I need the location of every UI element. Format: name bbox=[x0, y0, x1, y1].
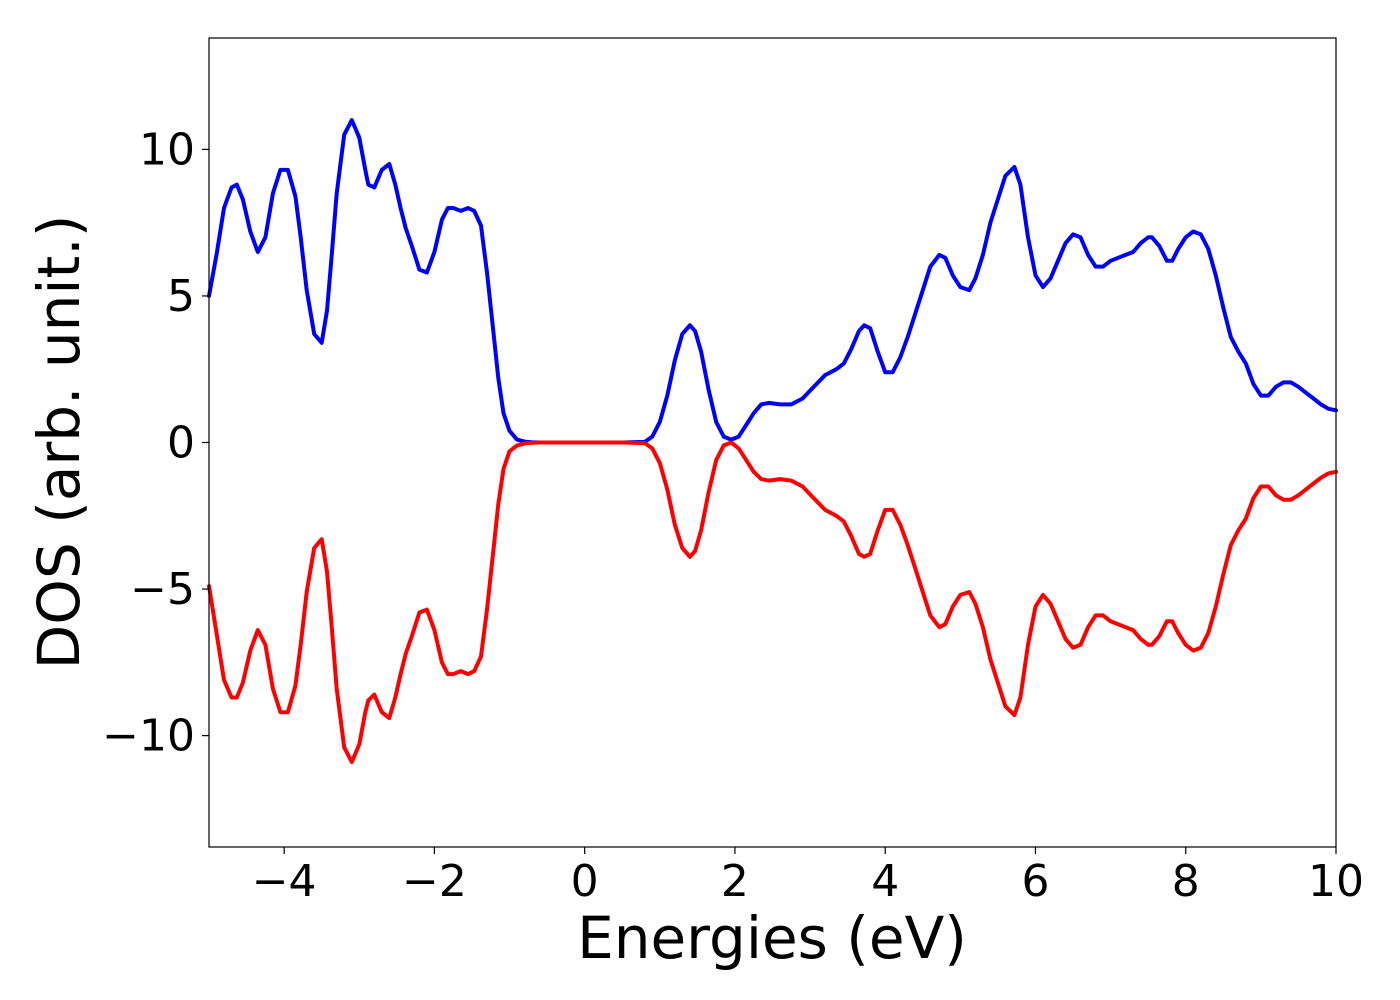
x-tick-label: 4 bbox=[871, 856, 899, 907]
x-tick-label: −2 bbox=[402, 856, 467, 907]
x-tick-label: 8 bbox=[1172, 856, 1200, 907]
y-axis-ticks: 10 5 0 −5 −10 bbox=[102, 124, 209, 762]
y-tick-label: 10 bbox=[139, 124, 195, 175]
y-tick-label: −5 bbox=[130, 564, 195, 615]
series-layer bbox=[207, 118, 1338, 764]
x-axis-label: Energies (eV) bbox=[577, 904, 967, 972]
y-tick-label: 5 bbox=[167, 271, 195, 322]
series-line-1 bbox=[207, 440, 1338, 764]
x-tick-label: 10 bbox=[1308, 856, 1364, 907]
x-tick-label: 0 bbox=[571, 856, 599, 907]
x-tick-label: 2 bbox=[721, 856, 749, 907]
y-axis-label: DOS (arb. unit.) bbox=[25, 215, 93, 670]
y-tick-label: 0 bbox=[167, 418, 195, 469]
axes-frame bbox=[208, 37, 1337, 848]
x-axis-ticks: −4 −2 0 2 4 6 8 10 bbox=[252, 847, 1364, 907]
x-tick-label: −4 bbox=[252, 856, 317, 907]
y-tick-label: −10 bbox=[102, 711, 195, 762]
x-tick-label: 6 bbox=[1021, 856, 1049, 907]
series-line-0 bbox=[207, 118, 1338, 445]
